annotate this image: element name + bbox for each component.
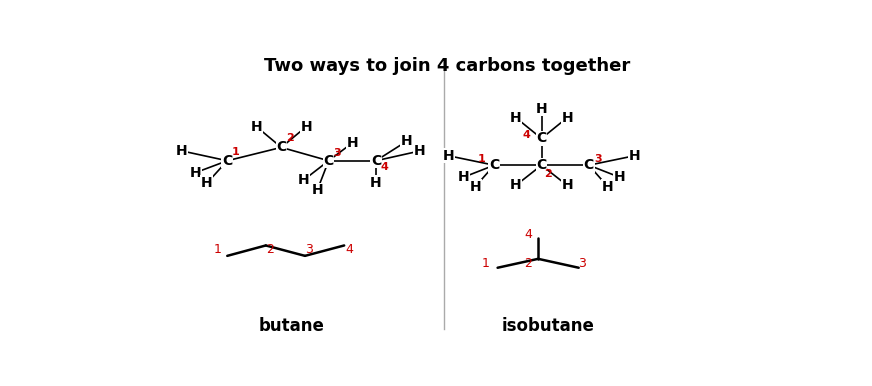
Text: 1: 1: [231, 147, 239, 157]
Text: H: H: [414, 144, 426, 158]
Text: 3: 3: [305, 242, 313, 256]
Text: H: H: [510, 178, 521, 192]
Text: H: H: [370, 176, 382, 190]
Text: 3: 3: [578, 257, 586, 270]
Text: H: H: [629, 149, 641, 163]
Text: H: H: [613, 170, 625, 184]
Text: 2: 2: [524, 257, 532, 270]
Text: H: H: [510, 111, 521, 125]
Text: Two ways to join 4 carbons together: Two ways to join 4 carbons together: [263, 57, 630, 75]
Text: H: H: [562, 111, 573, 125]
Text: 3: 3: [334, 148, 341, 158]
Text: 1: 1: [213, 242, 221, 256]
Text: 4: 4: [524, 228, 532, 240]
Text: 1: 1: [482, 257, 490, 270]
Text: 1: 1: [478, 154, 486, 164]
Text: 4: 4: [522, 130, 530, 140]
Text: 4: 4: [345, 242, 353, 256]
Text: H: H: [301, 120, 312, 134]
Text: C: C: [536, 158, 547, 172]
Text: H: H: [442, 149, 454, 163]
Text: H: H: [190, 166, 201, 179]
Text: butane: butane: [258, 317, 324, 335]
Text: C: C: [222, 154, 233, 168]
Text: C: C: [489, 158, 500, 172]
Text: 4: 4: [381, 162, 389, 172]
Text: isobutane: isobutane: [501, 317, 595, 335]
Text: C: C: [583, 158, 594, 172]
Text: H: H: [458, 170, 470, 184]
Text: H: H: [602, 179, 614, 194]
Text: 2: 2: [286, 134, 294, 144]
Text: H: H: [346, 136, 358, 150]
Text: 2: 2: [266, 242, 274, 256]
Text: H: H: [298, 173, 310, 187]
Text: C: C: [371, 154, 381, 168]
Text: H: H: [400, 134, 412, 149]
Text: C: C: [276, 141, 287, 154]
Text: H: H: [201, 176, 213, 190]
Text: H: H: [250, 120, 262, 134]
Text: H: H: [469, 179, 481, 194]
Text: C: C: [324, 154, 334, 168]
Text: H: H: [535, 102, 548, 116]
Text: H: H: [176, 144, 187, 158]
Text: 2: 2: [544, 169, 552, 179]
Text: C: C: [536, 132, 547, 146]
Text: 3: 3: [595, 154, 602, 164]
Text: H: H: [562, 178, 573, 192]
Text: H: H: [311, 183, 323, 198]
